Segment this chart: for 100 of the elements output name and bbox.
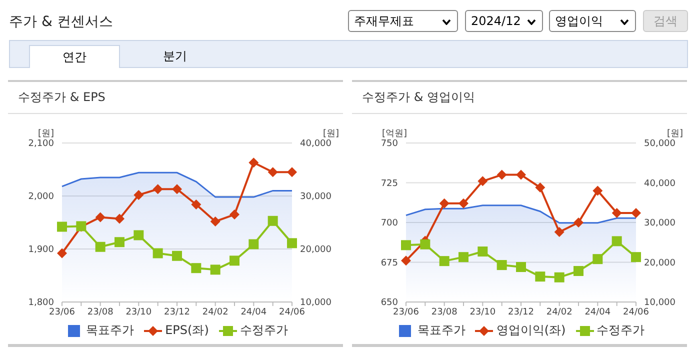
- y2-tick-label: 20,000: [644, 258, 676, 268]
- point: [554, 227, 564, 238]
- point: [230, 256, 240, 266]
- chart-title: 수정주가 & EPS: [18, 89, 106, 106]
- point: [516, 170, 526, 180]
- y2-axis-title: [원]: [666, 128, 683, 139]
- point: [172, 250, 182, 261]
- y-tick-label: 1,900: [28, 245, 54, 256]
- point: [612, 208, 622, 218]
- point: [478, 176, 488, 186]
- x-tick-label: 24/02: [546, 307, 572, 318]
- y-tick-label: 2,100: [28, 139, 54, 150]
- y-tick-label: 700: [380, 218, 398, 229]
- point: [210, 216, 220, 226]
- y-tick-label: 2,000: [28, 192, 54, 202]
- x-tick-label: 23/12: [164, 307, 190, 318]
- point: [401, 240, 411, 250]
- point: [57, 248, 67, 258]
- point: [287, 238, 297, 248]
- legend-label: 목표주가: [416, 322, 466, 339]
- y-tick-label: 650: [380, 298, 398, 308]
- point: [516, 262, 526, 272]
- legend-label: 영업이익(좌): [495, 322, 566, 339]
- legend-label: 수정주가: [596, 322, 645, 339]
- y-tick-label: 725: [380, 178, 398, 189]
- point: [57, 222, 67, 232]
- y2-tick-label: 50,000: [644, 139, 676, 150]
- point: [574, 218, 584, 228]
- point: [458, 198, 468, 208]
- y2-tick-label: 40,000: [300, 139, 332, 150]
- point: [95, 242, 106, 252]
- point: [172, 184, 182, 194]
- x-tick-label: 24/02: [202, 307, 228, 318]
- y2-tick-label: 10,000: [644, 298, 676, 308]
- point: [152, 248, 163, 258]
- y2-axis-title: [원]: [322, 128, 339, 139]
- point: [401, 256, 411, 266]
- point: [439, 256, 450, 266]
- legend-label: EPS(좌): [164, 322, 209, 339]
- point: [535, 182, 546, 193]
- point: [612, 236, 622, 246]
- x-tick-label: 23/12: [508, 307, 534, 318]
- point: [191, 199, 202, 210]
- point: [439, 198, 450, 208]
- y-tick-label: 750: [380, 139, 398, 150]
- point: [95, 212, 106, 222]
- point: [554, 272, 564, 282]
- chart-title: 수정주가 & 영업이익: [362, 89, 475, 106]
- y-tick-label: 675: [380, 258, 398, 268]
- point: [268, 216, 278, 226]
- x-tick-label: 23/08: [431, 307, 458, 318]
- point: [287, 167, 297, 178]
- x-tick-label: 23/10: [126, 307, 152, 318]
- point: [631, 208, 641, 218]
- x-tick-label: 24/04: [240, 307, 267, 318]
- point: [230, 210, 240, 220]
- y2-tick-label: 30,000: [644, 218, 676, 229]
- text: 분기: [162, 48, 188, 65]
- point: [458, 252, 468, 262]
- point: [191, 263, 202, 274]
- point: [114, 237, 124, 248]
- point: [114, 214, 124, 224]
- point: [478, 246, 488, 257]
- x-tick-label: 23/10: [470, 307, 496, 318]
- x-tick-label: 23/06: [393, 307, 420, 318]
- point: [496, 170, 507, 180]
- point: [420, 239, 430, 250]
- text: 주가 & 컨센서스: [9, 13, 113, 31]
- point: [496, 260, 507, 270]
- dropdown-field: 주재무제표: [348, 10, 458, 32]
- legend-label: 목표주가: [85, 322, 134, 339]
- dropdown-field: 영업이익: [549, 10, 636, 32]
- point: [535, 272, 546, 282]
- point: [574, 266, 584, 276]
- legend-label: 수정주가: [238, 322, 288, 339]
- point: [268, 167, 278, 178]
- y-axis-title: [억원]: [382, 128, 408, 139]
- y-tick-label: 1,800: [28, 298, 54, 308]
- point: [134, 230, 144, 240]
- dropdown-field: 2024/12: [465, 10, 543, 32]
- point: [592, 254, 603, 264]
- point: [210, 264, 220, 275]
- x-tick-label: 23/08: [87, 307, 114, 318]
- y-axis-title: [원]: [38, 128, 54, 139]
- point: [248, 239, 259, 250]
- x-tick-label: 24/06: [279, 307, 306, 318]
- y2-tick-label: 30,000: [300, 192, 332, 202]
- x-tick-label: 24/04: [584, 307, 611, 318]
- x-tick-label: 23/06: [49, 307, 76, 318]
- point: [134, 190, 144, 200]
- point: [248, 158, 259, 168]
- x-tick-label: 24/06: [623, 307, 650, 318]
- y2-tick-label: 20,000: [300, 245, 332, 256]
- y2-tick-label: 10,000: [300, 298, 332, 308]
- text: 연간: [29, 45, 120, 68]
- search-button: 검색: [643, 10, 688, 32]
- point: [592, 186, 603, 196]
- point: [631, 252, 641, 262]
- point: [152, 184, 163, 194]
- y2-tick-label: 40,000: [644, 178, 676, 189]
